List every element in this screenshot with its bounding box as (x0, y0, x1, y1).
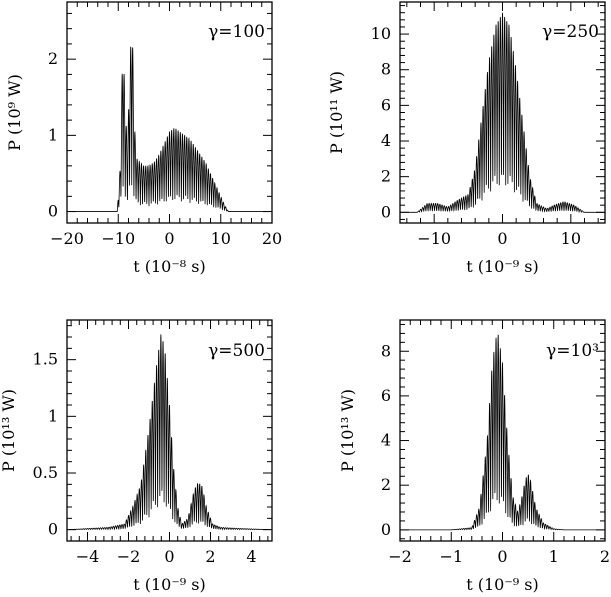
y-tick-label: 8 (381, 341, 391, 360)
y-tick-label: 8 (381, 60, 391, 79)
chart-panel-gamma-1000: −2 −1 0 1 2 0 2 4 6 8 γ=10³ t (10⁻⁹ s) P (10¹³ W) (338, 319, 610, 594)
x-tick-label: −2 (388, 547, 412, 566)
chart-annotation: γ=250 (542, 22, 599, 42)
y-tick-label: 0 (381, 202, 391, 221)
series-line (400, 334, 605, 531)
x-tick-label: −4 (76, 547, 100, 566)
y-tick-label: 2 (48, 49, 58, 68)
y-tick-label: 0 (381, 520, 391, 539)
y-axis-label: P (10¹¹ W) (327, 71, 346, 154)
x-tick-label: 20 (262, 229, 282, 248)
x-axis-label: t (10⁻⁸ s) (133, 257, 206, 276)
x-tick-label: 1 (549, 547, 559, 566)
x-tick-label: −10 (417, 229, 451, 248)
series-line (67, 46, 272, 212)
tick-labels: −10 0 10 0 2 4 6 8 10 (371, 24, 581, 248)
x-tick-label: 10 (211, 229, 231, 248)
y-tick-label: 10 (371, 24, 391, 43)
y-axis-label: P (10⁹ W) (5, 74, 24, 151)
x-tick-label: −2 (117, 547, 141, 566)
y-axis-label: P (10¹³ W) (338, 389, 357, 472)
x-tick-label: 0 (164, 229, 174, 248)
chart-panel-gamma-500: −4 −2 0 2 4 0 0.5 1 1.5 γ=500 t (10⁻⁹ s) P (10¹³… (0, 319, 273, 594)
data-marks (67, 46, 272, 212)
y-tick-label: 0 (48, 202, 58, 221)
chart-annotation: γ=100 (208, 22, 265, 42)
x-tick-label: −1 (439, 547, 463, 566)
x-tick-label: 2 (600, 547, 610, 566)
y-tick-label: 1.5 (33, 350, 58, 369)
data-marks (400, 12, 605, 214)
y-tick-label: 4 (381, 131, 391, 150)
x-tick-label: −20 (50, 229, 84, 248)
y-tick-label: 2 (381, 475, 391, 494)
y-tick-label: 6 (381, 95, 391, 114)
axis-ticks (67, 320, 272, 542)
tick-labels: −2 −1 0 1 2 0 2 4 6 8 (381, 341, 610, 566)
x-tick-label: 0 (164, 547, 174, 566)
axis-ticks (400, 2, 605, 223)
x-tick-label: −10 (101, 229, 135, 248)
y-tick-label: 0.5 (33, 463, 58, 482)
series-line (400, 12, 605, 214)
y-tick-label: 1 (48, 406, 58, 425)
chart-annotation: γ=500 (208, 341, 265, 361)
x-tick-label: 4 (246, 547, 256, 566)
y-tick-label: 2 (381, 167, 391, 186)
x-tick-label: 0 (497, 229, 507, 248)
y-tick-label: 1 (48, 125, 58, 144)
x-axis-label: t (10⁻⁹ s) (466, 575, 539, 594)
data-marks (400, 334, 605, 531)
chart-annotation: γ=10³ (546, 341, 599, 361)
y-axis-label: P (10¹³ W) (0, 389, 18, 472)
x-axis-label: t (10⁻⁹ s) (133, 575, 206, 594)
y-tick-label: 4 (381, 431, 391, 450)
data-marks (66, 334, 272, 531)
x-tick-label: 10 (561, 229, 581, 248)
chart-panel-gamma-100: −20 −10 0 10 20 0 1 2 γ=100 t (10⁻⁸ s) P (10⁹ W… (5, 1, 282, 276)
x-axis-label: t (10⁻⁹ s) (466, 257, 539, 276)
series-line (66, 334, 272, 531)
tick-labels: −20 −10 0 10 20 0 1 2 (48, 49, 282, 248)
chart-panel-gamma-250: −10 0 10 0 2 4 6 8 10 γ=250 t (10⁻⁹ s) P (10¹¹ W… (327, 1, 606, 276)
tick-labels: −4 −2 0 2 4 0 0.5 1 1.5 (33, 350, 257, 566)
y-tick-label: 6 (381, 386, 391, 405)
x-tick-label: 0 (497, 547, 507, 566)
x-tick-label: 2 (205, 547, 215, 566)
y-tick-label: 0 (48, 520, 58, 539)
